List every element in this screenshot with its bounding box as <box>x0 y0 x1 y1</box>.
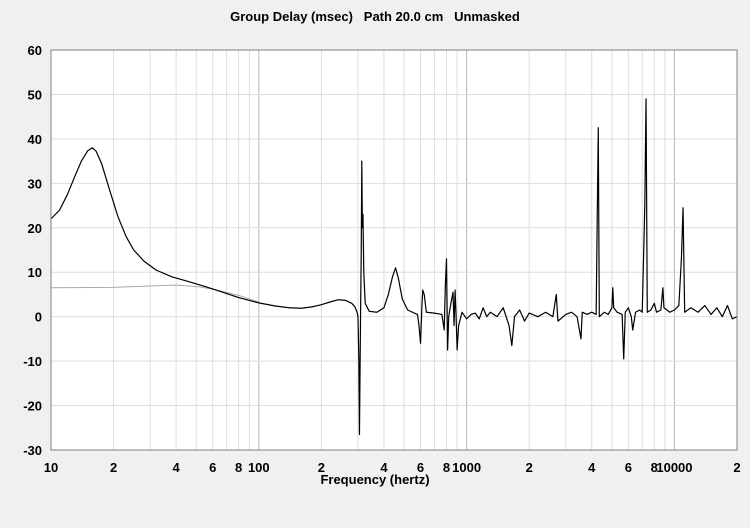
x-tick-label: 2 <box>110 460 117 475</box>
x-tick-label: 100 <box>248 460 270 475</box>
plot-frame <box>50 49 738 451</box>
y-tick-label: 20 <box>28 221 42 236</box>
secondary-line <box>50 284 259 303</box>
x-tick-label: 4 <box>380 460 388 475</box>
y-tick-label: 50 <box>28 87 42 102</box>
grid <box>51 50 737 450</box>
y-tick-label: 10 <box>28 265 42 280</box>
y-tick-label: -20 <box>23 399 42 414</box>
x-axis-label: Frequency (hertz) <box>320 472 430 487</box>
x-tick-label: 10000 <box>656 460 692 475</box>
plot-background <box>51 50 737 450</box>
x-tick-label: 4 <box>172 460 180 475</box>
y-tick-label: 60 <box>28 43 42 58</box>
x-tick-label: 2 <box>526 460 533 475</box>
y-tick-label: 40 <box>28 132 42 147</box>
x-tick-label: 1000 <box>452 460 481 475</box>
x-tick-label: 8 <box>651 460 658 475</box>
x-tick-label: 8 <box>443 460 450 475</box>
y-tick-label: 0 <box>35 310 42 325</box>
x-tick-label: 6 <box>209 460 216 475</box>
x-tick-label: 4 <box>588 460 596 475</box>
y-tick-label: 30 <box>28 176 42 191</box>
x-tick-label: 2 <box>318 460 325 475</box>
x-tick-label: 10 <box>44 460 58 475</box>
y-tick-label: -30 <box>23 443 42 458</box>
series-layer <box>50 98 738 436</box>
y-tick-labels: 60 50 40 30 20 10 0 -10 -20 -30 <box>23 43 42 458</box>
x-tick-label: 8 <box>235 460 242 475</box>
y-tick-label: -10 <box>23 354 42 369</box>
x-tick-label: 6 <box>625 460 632 475</box>
group-delay-line <box>50 98 738 436</box>
x-tick-label: 2 <box>733 460 740 475</box>
x-tick-label: 6 <box>417 460 424 475</box>
chart-title: Group Delay (msec) Path 20.0 cm Unmasked <box>230 9 520 24</box>
